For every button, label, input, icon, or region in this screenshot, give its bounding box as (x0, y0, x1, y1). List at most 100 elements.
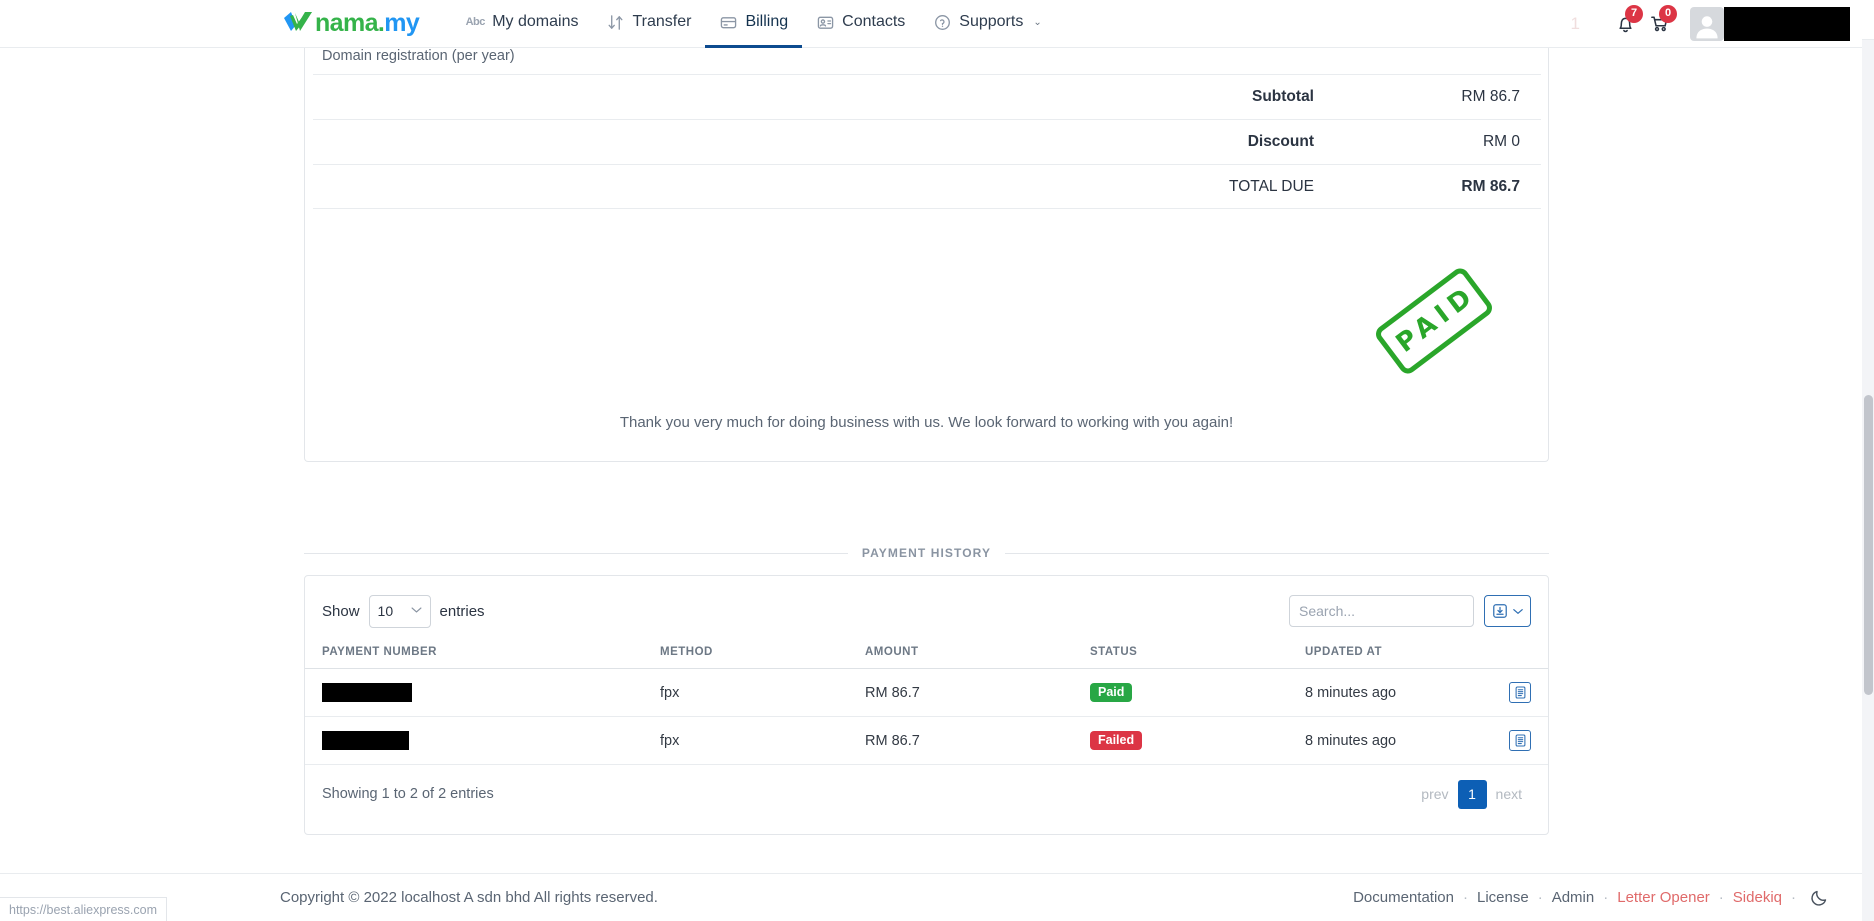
brand-name: nama (315, 9, 379, 37)
cell-status: Failed (1090, 716, 1305, 765)
abc-icon: Abc (465, 15, 486, 28)
payment-history-table: PAYMENT NUMBER METHOD AMOUNT STATUS UPDA… (305, 646, 1548, 765)
footer-link-admin[interactable]: Admin (1551, 889, 1595, 906)
brand-tld: my (384, 9, 420, 37)
column-header-method[interactable]: METHOD (660, 646, 865, 669)
invoice-line-description: Domain registration (per year) (322, 48, 515, 64)
download-box-icon (1492, 603, 1508, 619)
payment-history-title: PAYMENT HISTORY (861, 546, 992, 560)
page-length-select[interactable]: 10 25 50 100 (368, 594, 431, 628)
cell-updated-at: 8 minutes ago (1305, 716, 1485, 765)
total-due-value: RM 86.7 (1461, 177, 1520, 195)
nav-item-supports-label: Supports (959, 13, 1024, 30)
chevron-down-icon (1513, 608, 1523, 615)
column-header-amount[interactable]: AMOUNT (865, 646, 1090, 669)
cell-amount: RM 86.7 (865, 668, 1090, 717)
page-scrollbar-thumb[interactable] (1864, 395, 1873, 695)
main-nav: Abc My domains Transfer Billing (452, 0, 1056, 48)
page-length-control: Show 10 25 50 100 entries (322, 594, 485, 628)
pagination: prev 1 next (1412, 779, 1531, 809)
footer-link-letter-opener[interactable]: Letter Opener (1617, 889, 1710, 906)
status-badge: Paid (1090, 682, 1133, 703)
discount-label: Discount (1247, 133, 1314, 150)
contact-card-icon (816, 13, 834, 31)
nav-item-my-domains[interactable]: Abc My domains (452, 0, 592, 48)
export-button[interactable] (1484, 595, 1531, 627)
notifications-button[interactable]: 7 (1608, 4, 1643, 41)
subtotal-label: Subtotal (1252, 88, 1314, 105)
table-body: fpx RM 86.7 Paid 8 minutes ago (305, 668, 1548, 765)
navbar-right: 1 7 0 (1571, 0, 1862, 48)
brand-logo[interactable]: nama.my (283, 0, 420, 48)
nav-item-billing[interactable]: Billing (705, 0, 803, 48)
invoice-thank-you-note: Thank you very much for doing business w… (619, 414, 1234, 431)
top-navbar: nama.my Abc My domains Transfer (0, 0, 1862, 48)
page-footer: Copyright © 2022 localhost A sdn bhd All… (0, 873, 1862, 921)
avatar[interactable] (1690, 6, 1724, 41)
total-due-label: TOTAL DUE (1229, 177, 1314, 195)
cell-status: Paid (1090, 668, 1305, 717)
payment-history-divider: PAYMENT HISTORY (304, 546, 1549, 560)
cart-button[interactable]: 0 (1642, 4, 1677, 41)
divider-rule-right (1005, 552, 1549, 554)
bell-icon (1615, 13, 1636, 34)
nav-item-transfer[interactable]: Transfer (592, 0, 705, 48)
table-footer: Showing 1 to 2 of 2 entries prev 1 next (305, 765, 1548, 823)
moon-icon[interactable] (1808, 887, 1830, 909)
payment-history-card: Show 10 25 50 100 entries (304, 575, 1549, 835)
pagination-next[interactable]: next (1495, 786, 1522, 802)
footer-links: Documentation · License · Admin · Letter… (1353, 887, 1830, 909)
footer-link-license[interactable]: License (1477, 889, 1529, 906)
cell-method: fpx (660, 668, 865, 717)
chevron-down-icon: ⌄ (1033, 16, 1042, 28)
divider-rule-left (304, 552, 848, 554)
credit-card-icon (719, 13, 737, 31)
status-bar-url: https://best.aliexpress.com (9, 902, 157, 917)
scrollbar-corner (1862, 0, 1874, 40)
subtotal-value: RM 86.7 (1461, 88, 1520, 105)
search-input[interactable] (1289, 595, 1474, 627)
column-header-actions (1485, 646, 1548, 669)
cell-payment-number (305, 668, 660, 717)
cell-actions (1485, 716, 1548, 765)
payment-number-redacted (322, 683, 412, 702)
username-redacted (1724, 6, 1850, 41)
invoice-details-icon[interactable] (1509, 730, 1531, 751)
cell-amount: RM 86.7 (865, 716, 1090, 765)
show-label: Show (322, 602, 360, 620)
invoice-card: Domain registration (per year) Subtotal … (304, 48, 1549, 462)
checkmark-logo-icon (283, 11, 313, 37)
nav-item-contacts-label: Contacts (842, 13, 906, 30)
footer-link-documentation[interactable]: Documentation (1353, 889, 1454, 906)
copyright-text: Copyright © 2022 localhost A sdn bhd All… (280, 889, 658, 906)
brand-dot: . (377, 9, 385, 37)
invoice-totals: Subtotal RM 86.7 Discount RM 0 TOTAL DUE… (313, 74, 1541, 209)
cart-badge: 0 (1659, 4, 1677, 23)
table-row[interactable]: fpx RM 86.7 Paid 8 minutes ago (305, 668, 1548, 717)
footer-separator: · (1537, 889, 1543, 906)
column-header-updated-at[interactable]: UPDATED AT (1305, 646, 1485, 669)
table-row[interactable]: fpx RM 86.7 Failed 8 minutes ago (305, 716, 1548, 765)
footer-link-sidekiq[interactable]: Sidekiq (1732, 889, 1782, 906)
footer-separator: · (1603, 889, 1609, 906)
invoice-total-row-total-due: TOTAL DUE RM 86.7 (313, 164, 1541, 209)
invoice-details-icon[interactable] (1509, 682, 1531, 703)
pagination-page-1[interactable]: 1 (1457, 779, 1487, 809)
table-head: PAYMENT NUMBER METHOD AMOUNT STATUS UPDA… (305, 646, 1548, 669)
column-header-payment-number[interactable]: PAYMENT NUMBER (305, 646, 660, 669)
entries-label: entries (439, 602, 485, 620)
column-header-status[interactable]: STATUS (1090, 646, 1305, 669)
table-toolbar-right (1289, 595, 1531, 627)
table-toolbar: Show 10 25 50 100 entries (305, 576, 1548, 646)
showing-entries-text: Showing 1 to 2 of 2 entries (322, 786, 494, 802)
faint-counter: 1 (1570, 13, 1580, 33)
question-circle-icon (933, 13, 951, 31)
nav-item-supports[interactable]: Supports ⌄ (919, 0, 1055, 48)
notifications-badge: 7 (1625, 4, 1643, 23)
cell-updated-at: 8 minutes ago (1305, 668, 1485, 717)
footer-separator: · (1791, 889, 1796, 906)
status-badge: Failed (1090, 730, 1143, 751)
footer-separator: · (1463, 889, 1468, 906)
nav-item-contacts[interactable]: Contacts (802, 0, 919, 48)
pagination-prev[interactable]: prev (1421, 786, 1449, 802)
